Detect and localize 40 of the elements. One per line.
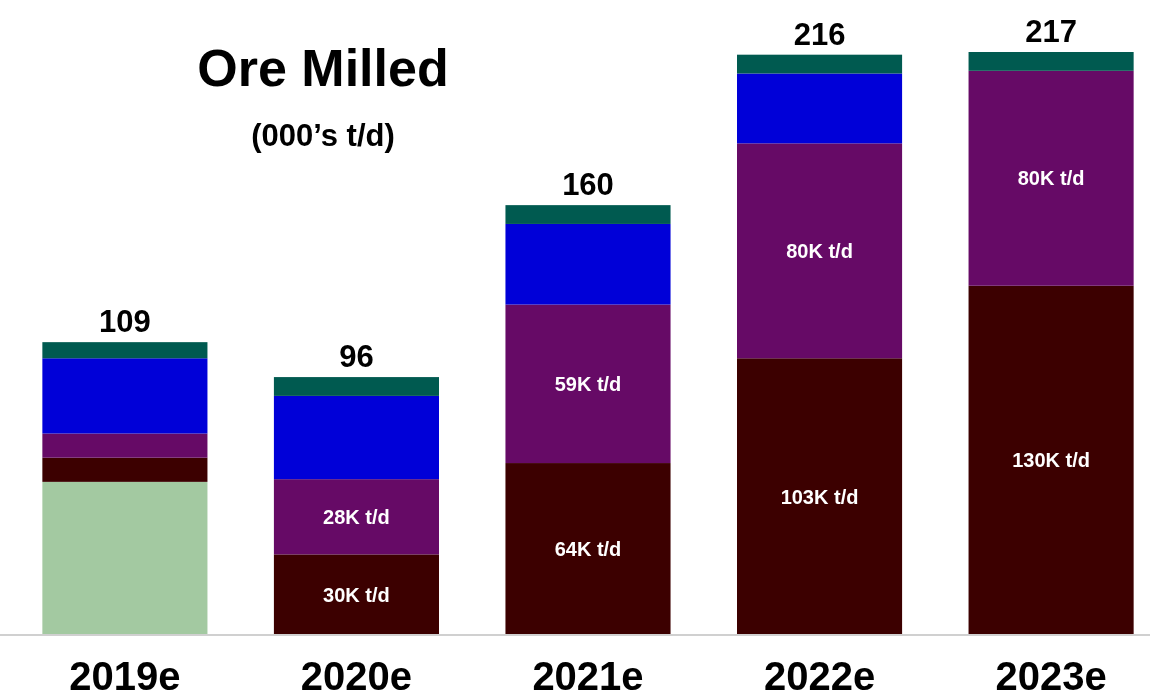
x-tick-label: 2019e — [69, 654, 181, 698]
x-tick-label: 2021e — [532, 654, 644, 698]
bar — [273, 377, 439, 396]
bar — [505, 205, 671, 224]
data-label: 30K t/d — [323, 583, 390, 606]
data-label: 103K t/d — [780, 485, 859, 508]
bar — [968, 285, 1134, 635]
data-label: 28K t/d — [323, 505, 390, 528]
x-tick-label: 2022e — [763, 654, 876, 698]
bar — [737, 73, 903, 144]
bar — [737, 358, 903, 635]
bar — [273, 554, 439, 635]
bar — [42, 433, 208, 458]
bar — [505, 223, 671, 305]
bar — [42, 358, 208, 434]
bar — [42, 481, 208, 635]
bar — [505, 463, 671, 635]
bar — [737, 143, 903, 359]
total-label: 216 — [793, 16, 846, 52]
bar — [505, 304, 671, 464]
bar — [968, 52, 1134, 71]
total-label: 160 — [562, 167, 614, 203]
data-label: 80K t/d — [786, 239, 853, 262]
total-label: 217 — [1025, 14, 1077, 49]
data-label: 59K t/d — [554, 372, 622, 395]
data-label: 64K t/d — [554, 538, 622, 561]
bar — [737, 54, 903, 74]
bar — [42, 342, 208, 359]
bar — [42, 457, 208, 482]
bar — [273, 479, 439, 555]
x-tick-label: 2023e — [995, 654, 1107, 698]
data-label: 130K t/d — [1012, 449, 1090, 472]
total-label: 96 — [339, 339, 374, 375]
text: (000’s t/d) — [251, 118, 395, 153]
bar — [968, 70, 1134, 286]
bar — [273, 395, 439, 480]
chart-title: Ore Milled — [197, 39, 449, 97]
total-label: 109 — [99, 304, 151, 340]
x-tick-label: 2020e — [300, 654, 413, 698]
data-label: 80K t/d — [1017, 167, 1085, 190]
